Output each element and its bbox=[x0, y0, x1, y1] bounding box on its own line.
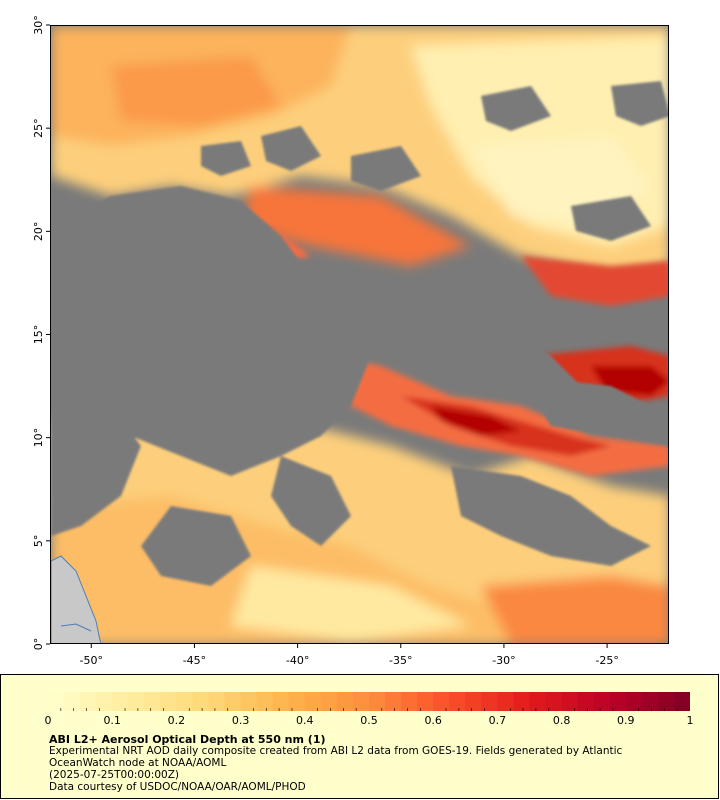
lon-tick-label: -50° bbox=[80, 654, 103, 667]
colorbar-step bbox=[48, 692, 65, 711]
lon-tick-label: -30° bbox=[492, 654, 515, 667]
colorbar-step bbox=[256, 692, 274, 711]
legend-date: (2025-07-25T00:00:00Z) bbox=[49, 769, 179, 781]
south-america-coast bbox=[51, 555, 102, 643]
colorbar-step bbox=[96, 692, 113, 711]
colorbar-step bbox=[497, 692, 514, 711]
colorbar-step bbox=[208, 692, 226, 711]
colorbar-step bbox=[593, 692, 611, 711]
colorbar-step bbox=[240, 692, 258, 711]
lat-tick-label: 25° bbox=[32, 118, 45, 138]
colorbar-step bbox=[304, 692, 322, 711]
colorbar-label: 0.5 bbox=[360, 714, 378, 727]
longitude-axis: -50° -45° -40° -35° -30° -25° bbox=[80, 644, 619, 667]
legend-credits: Data courtesy of USDOC/NOAA/OAR/AOML/PHO… bbox=[49, 781, 306, 793]
colorbar-step bbox=[272, 692, 290, 711]
colorbar-step bbox=[433, 692, 450, 711]
colorbar-step bbox=[465, 692, 482, 711]
colorbar-step bbox=[481, 692, 498, 711]
colorbar-step bbox=[641, 692, 659, 711]
colorbar-label: 0.1 bbox=[103, 714, 121, 727]
colorbar-step bbox=[369, 692, 386, 711]
lat-tick-label: 15° bbox=[32, 325, 45, 345]
colorbar-step bbox=[288, 692, 306, 711]
colorbar-step bbox=[417, 692, 434, 711]
colorbar-label: 0.8 bbox=[552, 714, 571, 727]
colorbar-step bbox=[192, 692, 209, 711]
lat-tick-label: 10° bbox=[32, 428, 45, 448]
colorbar-step bbox=[352, 692, 370, 711]
cloud-mask bbox=[51, 81, 668, 586]
colorbar-step bbox=[673, 692, 690, 711]
colorbar-step bbox=[128, 692, 145, 711]
colorbar-step bbox=[529, 692, 547, 711]
colorbar-label: 0.6 bbox=[424, 714, 442, 727]
lon-tick-label: -45° bbox=[183, 654, 206, 667]
colorbar-step bbox=[144, 692, 161, 711]
colorbar-step bbox=[401, 692, 418, 711]
legend-panel: 0 0.1 0.2 0.3 0.4 0.5 0.6 0.7 0.8 0.9 1 ABI L2+ Ae… bbox=[0, 674, 719, 799]
colorbar-step bbox=[176, 692, 193, 711]
colorbar-step bbox=[385, 692, 402, 711]
colorbar-step bbox=[336, 692, 354, 711]
aod-map bbox=[50, 25, 669, 644]
legend-description-line1: Experimental NRT AOD daily composite cre… bbox=[49, 745, 623, 757]
colorbar-step bbox=[513, 692, 530, 711]
colorbar-step bbox=[545, 692, 563, 711]
colorbar-label: 0.9 bbox=[617, 714, 635, 727]
colorbar-step bbox=[561, 692, 579, 711]
colorbar-step bbox=[657, 692, 675, 711]
colorbar-step bbox=[224, 692, 242, 711]
colorbar-label: 0 bbox=[44, 714, 52, 727]
colorbar-step bbox=[449, 692, 466, 711]
lon-tick-label: -40° bbox=[286, 654, 309, 667]
lat-tick-label: 5° bbox=[32, 535, 45, 548]
colorbar-step bbox=[112, 692, 129, 711]
colorbar-step bbox=[64, 692, 81, 711]
colorbar-label: 0.2 bbox=[167, 714, 186, 727]
lon-tick-label: -35° bbox=[389, 654, 412, 667]
lon-tick-label: -25° bbox=[595, 654, 618, 667]
latitude-axis: 0° 5° 10° 15° 20° 25° 30° bbox=[32, 15, 50, 650]
map-axes: 0° 5° 10° 15° 20° 25° 30° -50° -45° -40° -35° -30°… bbox=[32, 15, 619, 667]
lat-tick-label: 30° bbox=[32, 15, 45, 35]
colorbar-step bbox=[80, 692, 97, 711]
colorbar-label: 0.4 bbox=[296, 714, 314, 727]
colorbar-label: 0.7 bbox=[488, 714, 507, 727]
colorbar-step bbox=[577, 692, 595, 711]
lat-tick-label: 20° bbox=[32, 222, 45, 242]
legend-title: ABI L2+ Aerosol Optical Depth at 550 nm … bbox=[49, 733, 326, 746]
colorbar-step bbox=[160, 692, 177, 711]
colorbar-step bbox=[609, 692, 627, 711]
colorbar-step bbox=[320, 692, 338, 711]
legend-description-line2: OceanWatch node at NOAA/AOML bbox=[49, 757, 227, 769]
lat-tick-label: 0° bbox=[32, 638, 45, 651]
colorbar-label: 0.3 bbox=[231, 714, 250, 727]
colorbar-step bbox=[625, 692, 643, 711]
aod-raster bbox=[51, 26, 668, 643]
colorbar bbox=[48, 692, 690, 711]
colorbar-label: 1 bbox=[686, 714, 694, 727]
